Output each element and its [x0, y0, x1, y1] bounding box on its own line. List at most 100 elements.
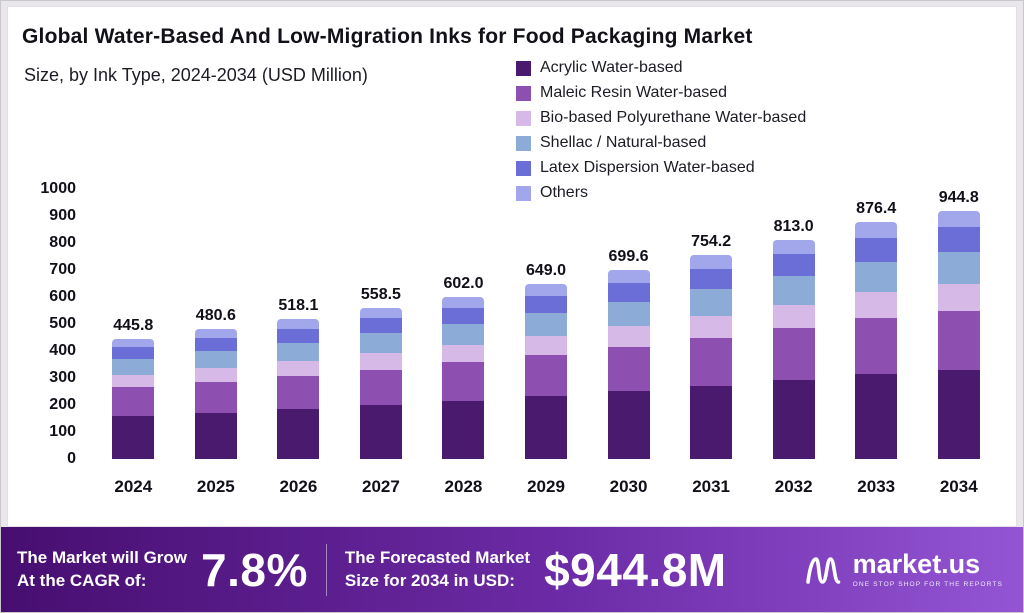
bar-segment-bio-based-polyurethane-water-based	[937, 284, 980, 312]
legend-label: Others	[540, 184, 589, 201]
bar-segment-bio-based-polyurethane-water-based	[359, 353, 402, 370]
x-axis-tick-label: 2028	[444, 477, 483, 496]
forecast-label-line2: Size for 2034 in USD:	[344, 570, 515, 590]
brand-tagline: ONE STOP SHOP FOR THE REPORTS	[852, 580, 1003, 588]
x-axis-tick-label: 2034	[939, 477, 978, 496]
legend-label: Acrylic Water-based	[540, 59, 683, 76]
y-axis-tick-label: 800	[49, 234, 76, 251]
x-axis-tick-label: 2031	[692, 477, 731, 496]
bar-total-label: 649.0	[525, 261, 567, 279]
bar-segment-maleic-resin-water-based	[359, 369, 402, 405]
bar-segment-others	[442, 296, 485, 308]
bar-segment-bio-based-polyurethane-water-based	[690, 315, 733, 338]
bar-segment-acrylic-water-based	[112, 415, 155, 459]
bar-stack	[277, 319, 320, 459]
bar-segment-bio-based-polyurethane-water-based	[112, 374, 155, 388]
bar-segment-latex-dispersion-water-based	[772, 254, 815, 276]
bar-total-label: 558.5	[360, 286, 401, 304]
bar-segment-maleic-resin-water-based	[277, 375, 320, 409]
footer-banner: The Market will Grow At the CAGR of: 7.8…	[1, 527, 1023, 612]
bar-segment-acrylic-water-based	[277, 408, 320, 459]
bar-total-label: 518.1	[278, 297, 319, 315]
bar-segment-others	[607, 270, 650, 283]
bar-segment-maleic-resin-water-based	[525, 354, 567, 397]
legend-item-shellac-natural-based: Shellac / Natural-based	[516, 134, 806, 152]
legend-swatch-icon	[516, 60, 531, 76]
y-axis-tick-label: 300	[49, 369, 76, 386]
legend-item-bio-based-polyurethane-water-based: Bio-based Polyurethane Water-based	[516, 109, 806, 127]
bar-segment-shellac-natural-based	[525, 313, 567, 336]
brand-name: market.us	[852, 548, 981, 579]
bar-total-label: 480.6	[195, 307, 236, 325]
cagr-value: 7.8%	[201, 543, 308, 596]
legend-item-maleic-resin-water-based: Maleic Resin Water-based	[516, 84, 806, 102]
bar-segment-others	[772, 239, 815, 255]
bar-column-2032: 813.0	[752, 189, 835, 459]
y-axis-tick-label: 900	[49, 207, 76, 224]
bar-segment-shellac-natural-based	[112, 358, 155, 375]
legend-swatch-icon	[516, 135, 531, 151]
bar-segment-shellac-natural-based	[442, 323, 485, 345]
bar-segment-shellac-natural-based	[359, 333, 402, 354]
bar-segment-others	[855, 222, 898, 239]
x-axis-tick-label: 2029	[527, 477, 565, 496]
cagr-label-line2: At the CAGR of:	[17, 570, 147, 590]
bar-segment-latex-dispersion-water-based	[194, 338, 237, 352]
forecast-label-line1: The Forecasted Market	[344, 548, 531, 568]
bar-total-label: 699.6	[608, 248, 649, 266]
chart-area: 445.8 480.6 518.1 558.5 602.0 649.0 699.6 754.2…	[92, 189, 1000, 459]
bar-segment-acrylic-water-based	[607, 391, 650, 459]
brand-logo: market.us ONE STOP SHOP FOR THE REPORTS	[801, 548, 1003, 589]
bar-segment-acrylic-water-based	[937, 369, 980, 459]
bar-segment-shellac-natural-based	[277, 342, 320, 361]
legend-swatch-icon	[516, 160, 531, 176]
bar-column-2027: 558.5	[340, 189, 423, 459]
bar-segment-others	[194, 329, 237, 339]
bar-column-2026: 518.1	[257, 189, 340, 459]
forecast-value: $944.8M	[544, 543, 727, 596]
bar-segment-shellac-natural-based	[937, 252, 980, 285]
bar-column-2029: 649.0	[505, 189, 588, 459]
legend-label: Latex Dispersion Water-based	[540, 159, 755, 176]
bar-segment-maleic-resin-water-based	[937, 311, 980, 370]
bar-segment-shellac-natural-based	[690, 289, 733, 316]
legend-item-others: Others	[516, 184, 806, 202]
legend-item-acrylic-water-based: Acrylic Water-based	[516, 59, 806, 77]
bar-column-2030: 699.6	[587, 189, 670, 459]
legend-swatch-icon	[516, 185, 531, 201]
y-axis-tick-label: 100	[49, 423, 76, 440]
bar-segment-acrylic-water-based	[442, 400, 485, 459]
legend-swatch-icon	[516, 85, 531, 101]
bar-column-2031: 754.2	[670, 189, 753, 459]
bar-segment-latex-dispersion-water-based	[855, 238, 898, 262]
bar-stack	[525, 283, 567, 459]
bar-segment-bio-based-polyurethane-water-based	[525, 335, 567, 355]
bar-column-2028: 602.0	[422, 189, 505, 459]
legend-swatch-icon	[516, 110, 531, 126]
bar-segment-bio-based-polyurethane-water-based	[855, 292, 898, 319]
x-axis-tick-label: 2033	[857, 477, 896, 496]
y-axis-tick-label: 400	[49, 342, 76, 359]
bar-total-label: 445.8	[113, 316, 154, 334]
y-axis-tick-label: 200	[49, 396, 76, 413]
chart-card: Global Water-Based And Low-Migration Ink…	[7, 6, 1017, 527]
bar-column-2033: 876.4	[835, 189, 918, 459]
cagr-label-line1: The Market will Grow	[17, 548, 188, 568]
x-axis-tick-label: 2025	[196, 477, 235, 496]
bar-stack	[772, 239, 815, 459]
market-us-m-icon	[805, 556, 840, 584]
y-axis-tick-label: 700	[49, 261, 76, 278]
bar-segment-maleic-resin-water-based	[772, 328, 815, 381]
bar-stack	[112, 338, 155, 459]
bar-segment-latex-dispersion-water-based	[607, 282, 650, 302]
bar-stack	[855, 222, 898, 459]
bar-stack	[194, 329, 237, 459]
bar-segment-latex-dispersion-water-based	[359, 318, 402, 334]
bar-total-label: 602.0	[443, 274, 484, 292]
bar-total-label: 754.2	[691, 233, 732, 251]
x-axis-tick-label: 2024	[114, 477, 153, 496]
y-axis-tick-label: 1000	[40, 180, 76, 197]
bar-segment-acrylic-water-based	[525, 396, 567, 459]
bar-total-label: 944.8	[938, 189, 979, 206]
bar-segment-maleic-resin-water-based	[442, 362, 485, 401]
